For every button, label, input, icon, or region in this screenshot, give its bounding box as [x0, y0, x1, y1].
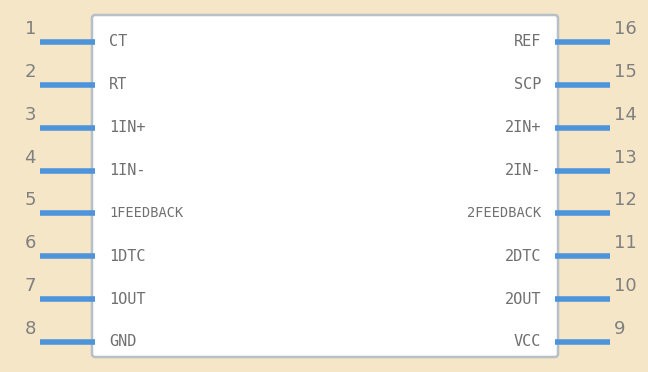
Text: CT: CT: [109, 35, 127, 49]
Text: SCP: SCP: [514, 77, 541, 92]
Text: 2IN+: 2IN+: [505, 120, 541, 135]
Text: 2: 2: [25, 63, 36, 81]
Text: VCC: VCC: [514, 334, 541, 350]
Text: RT: RT: [109, 77, 127, 92]
Text: 7: 7: [25, 277, 36, 295]
Text: 5: 5: [25, 192, 36, 209]
Text: 14: 14: [614, 106, 637, 124]
Text: GND: GND: [109, 334, 136, 350]
FancyBboxPatch shape: [92, 15, 558, 357]
Text: 1IN+: 1IN+: [109, 120, 146, 135]
Text: 6: 6: [25, 234, 36, 252]
Text: 16: 16: [614, 20, 637, 38]
Text: 10: 10: [614, 277, 636, 295]
Text: 1: 1: [25, 20, 36, 38]
Text: 9: 9: [614, 320, 625, 338]
Text: 2DTC: 2DTC: [505, 249, 541, 264]
Text: 2FEEDBACK: 2FEEDBACK: [467, 206, 541, 221]
Text: 1OUT: 1OUT: [109, 292, 146, 307]
Text: 1IN-: 1IN-: [109, 163, 146, 178]
Text: 11: 11: [614, 234, 637, 252]
Text: 2IN-: 2IN-: [505, 163, 541, 178]
Text: 3: 3: [25, 106, 36, 124]
Text: 1DTC: 1DTC: [109, 249, 146, 264]
Text: 1FEEDBACK: 1FEEDBACK: [109, 206, 183, 221]
Text: 13: 13: [614, 148, 637, 167]
Text: REF: REF: [514, 35, 541, 49]
Text: 15: 15: [614, 63, 637, 81]
Text: 4: 4: [25, 148, 36, 167]
Text: 8: 8: [25, 320, 36, 338]
Text: 2OUT: 2OUT: [505, 292, 541, 307]
Text: 12: 12: [614, 192, 637, 209]
